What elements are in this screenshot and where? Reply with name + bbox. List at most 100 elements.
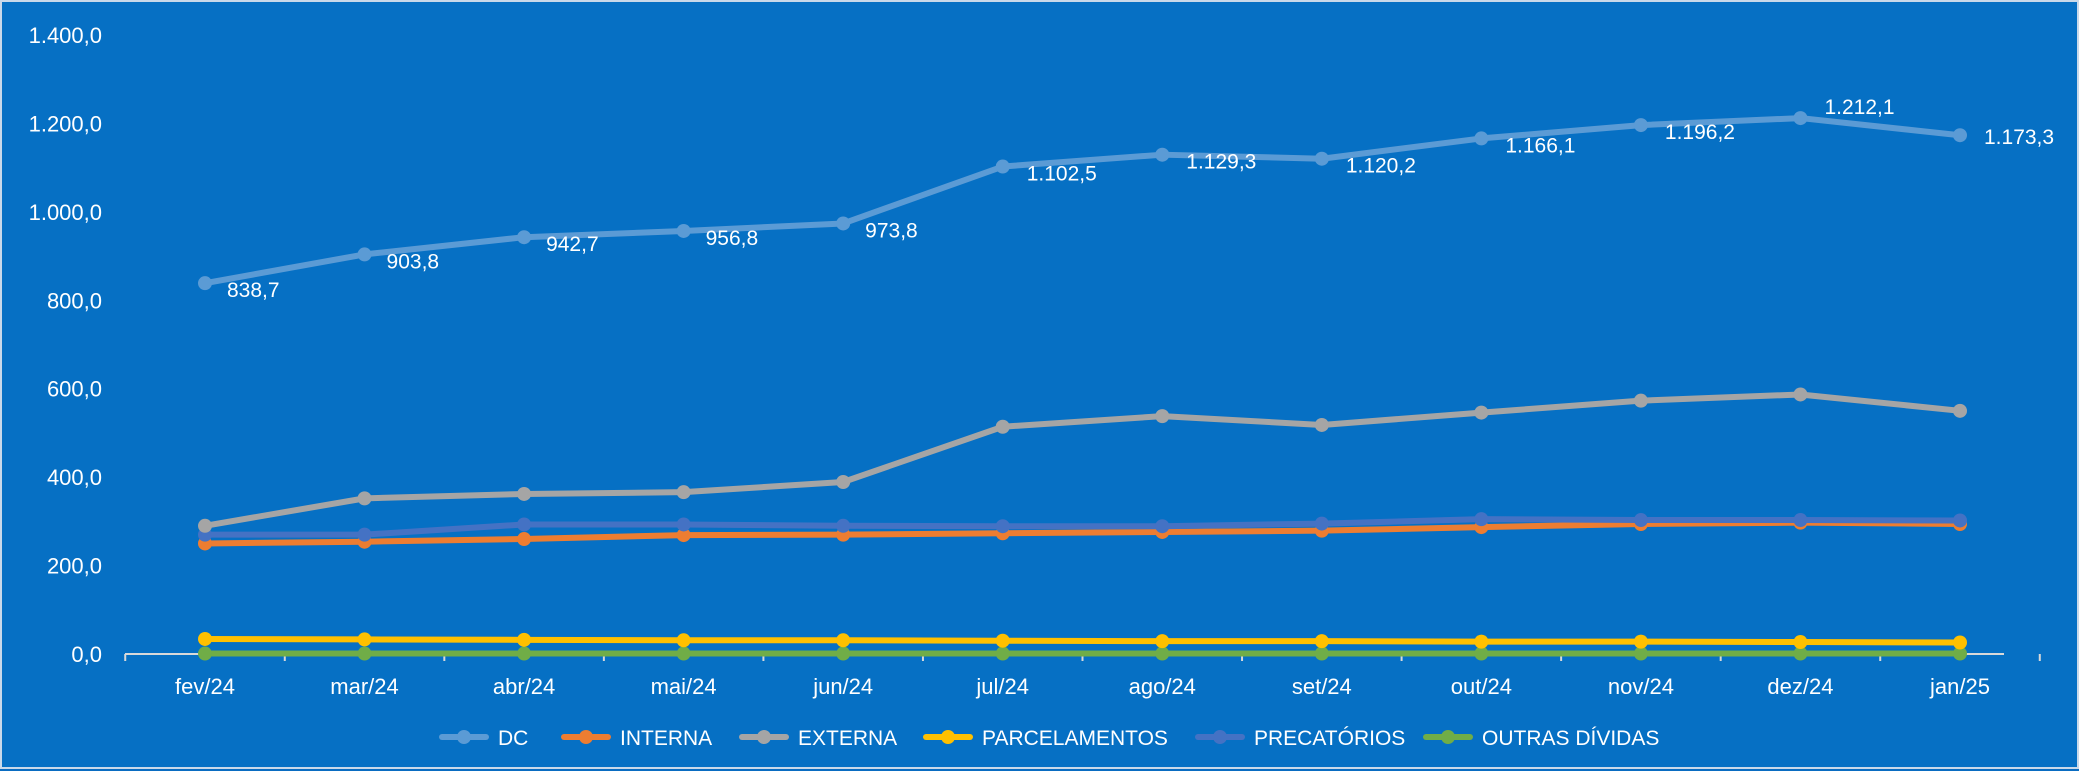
data-point: [1474, 405, 1489, 420]
data-label: 1.173,3: [1984, 126, 2054, 149]
data-point: [836, 216, 851, 231]
data-point: [836, 518, 851, 533]
data-point: [1633, 634, 1648, 649]
data-point: [676, 528, 691, 543]
data-point: [1474, 634, 1489, 649]
y-tick-label: 1.200,0: [29, 111, 102, 136]
series-line-precat-rios: [202, 516, 1963, 538]
data-point: [1314, 417, 1329, 432]
data-point: [1314, 634, 1329, 649]
data-point: [1474, 512, 1489, 527]
x-tick-label: jul/24: [975, 674, 1029, 699]
x-tick-label: dez/24: [1767, 674, 1833, 699]
y-tick-label: 1.400,0: [29, 23, 102, 48]
data-point: [1793, 635, 1808, 650]
data-label: 903,8: [387, 250, 440, 273]
data-label: 1.129,3: [1186, 151, 1256, 174]
data-point: [1314, 151, 1329, 166]
data-point: [995, 519, 1010, 534]
legend-swatch-marker: [941, 730, 955, 744]
data-point: [1474, 646, 1489, 661]
y-tick-label: 1.000,0: [29, 200, 102, 225]
legend-swatch-marker: [1441, 730, 1455, 744]
series-line-parcelamentos: [202, 635, 1963, 646]
data-point: [676, 633, 691, 648]
data-point: [1633, 513, 1648, 528]
legend-swatch-marker: [457, 730, 471, 744]
data-point: [1155, 409, 1170, 424]
data-label: 942,7: [546, 233, 599, 256]
data-point: [995, 646, 1010, 661]
data-point: [1793, 646, 1808, 661]
data-point: [676, 646, 691, 661]
data-point: [676, 485, 691, 500]
data-point: [357, 491, 372, 506]
data-point: [517, 646, 532, 661]
data-point: [357, 646, 372, 661]
data-point: [836, 646, 851, 661]
y-tick-label: 0,0: [71, 642, 102, 667]
data-point: [836, 475, 851, 490]
data-point: [1155, 519, 1170, 534]
data-point: [357, 247, 372, 262]
data-point: [995, 159, 1010, 174]
legend-swatch-marker: [579, 730, 593, 744]
legend-label: PRECATÓRIOS: [1254, 727, 1405, 750]
data-label: 1.120,2: [1346, 155, 1416, 178]
x-tick-label: jun/24: [812, 674, 873, 699]
data-point: [1953, 128, 1967, 143]
data-point: [517, 486, 532, 501]
data-point: [1155, 646, 1170, 661]
legend-label: PARCELAMENTOS: [982, 727, 1168, 750]
x-tick-label: mar/24: [330, 674, 398, 699]
x-tick-label: ago/24: [1129, 674, 1196, 699]
data-label: 838,7: [227, 279, 280, 302]
legend-label: INTERNA: [620, 727, 712, 750]
x-tick-label: mai/24: [651, 674, 717, 699]
series-line-interna: [202, 519, 1963, 547]
data-point: [1314, 516, 1329, 531]
series-line-dc: [202, 115, 1963, 287]
y-tick-label: 200,0: [47, 554, 102, 579]
data-label: 956,8: [706, 227, 759, 250]
data-point: [1314, 646, 1329, 661]
data-point: [1633, 118, 1648, 133]
data-point: [995, 419, 1010, 434]
x-tick-label: out/24: [1451, 674, 1512, 699]
data-point: [1953, 403, 1967, 418]
legend-swatch-marker: [757, 730, 771, 744]
data-point: [676, 517, 691, 532]
legend-label: DC: [498, 727, 528, 750]
data-point: [1953, 513, 1967, 528]
data-point: [1633, 393, 1648, 408]
legend-label: EXTERNA: [798, 727, 897, 750]
data-point: [517, 532, 532, 547]
data-point: [836, 633, 851, 648]
data-label: 1.196,2: [1665, 121, 1735, 144]
legend-swatch-marker: [1213, 730, 1227, 744]
data-label: 1.212,1: [1824, 96, 1894, 119]
data-point: [198, 518, 212, 533]
data-point: [198, 276, 212, 291]
data-point: [1155, 147, 1170, 162]
data-point: [1793, 111, 1808, 126]
x-tick-label: nov/24: [1608, 674, 1674, 699]
data-point: [357, 527, 372, 542]
data-point: [1793, 513, 1808, 528]
data-point: [517, 632, 532, 647]
data-point: [198, 646, 212, 661]
data-point: [1953, 646, 1967, 661]
data-point: [357, 632, 372, 647]
data-point: [1953, 635, 1967, 650]
data-point: [1474, 131, 1489, 146]
data-point: [1155, 634, 1170, 649]
data-point: [1633, 646, 1648, 661]
series-line-externa: [202, 391, 1963, 529]
y-tick-label: 600,0: [47, 377, 102, 402]
legend-label: OUTRAS DÍVIDAS: [1482, 727, 1659, 750]
data-point: [676, 223, 691, 238]
x-tick-label: set/24: [1292, 674, 1352, 699]
data-label: 1.166,1: [1505, 134, 1575, 157]
